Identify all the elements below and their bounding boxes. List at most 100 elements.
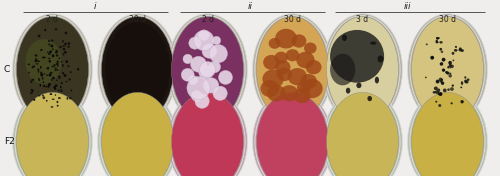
Ellipse shape [464,76,466,79]
Ellipse shape [322,14,402,125]
Ellipse shape [450,102,452,104]
Ellipse shape [292,34,306,48]
Ellipse shape [38,60,40,62]
Ellipse shape [48,86,49,88]
Ellipse shape [448,64,452,67]
Ellipse shape [268,38,280,49]
Ellipse shape [66,60,68,63]
Ellipse shape [300,74,317,89]
Ellipse shape [195,94,210,108]
Ellipse shape [46,67,49,70]
Ellipse shape [42,57,43,58]
Ellipse shape [70,89,72,92]
Ellipse shape [58,57,60,59]
Ellipse shape [105,22,170,117]
Ellipse shape [455,46,457,48]
Ellipse shape [213,86,228,100]
Ellipse shape [38,79,40,81]
Ellipse shape [40,84,41,87]
Ellipse shape [181,68,194,81]
Ellipse shape [58,90,59,91]
Ellipse shape [436,80,440,83]
Ellipse shape [274,52,288,64]
Ellipse shape [16,92,88,176]
Ellipse shape [69,97,72,99]
Ellipse shape [26,39,62,84]
Ellipse shape [450,67,451,68]
Ellipse shape [56,54,58,57]
Text: 30 d: 30 d [284,15,301,24]
Ellipse shape [54,86,56,89]
Ellipse shape [98,14,178,125]
Ellipse shape [60,82,63,84]
Ellipse shape [458,48,462,51]
Ellipse shape [62,64,64,67]
Text: 30 d: 30 d [129,15,146,24]
Ellipse shape [454,49,458,52]
Ellipse shape [183,54,192,64]
Ellipse shape [301,79,322,98]
Ellipse shape [48,74,51,76]
Ellipse shape [70,71,71,73]
Ellipse shape [188,76,198,85]
Ellipse shape [58,97,61,99]
Ellipse shape [459,47,462,50]
Ellipse shape [54,88,56,90]
Ellipse shape [438,104,442,107]
Ellipse shape [168,89,248,176]
Ellipse shape [50,45,53,47]
Ellipse shape [62,48,66,50]
Ellipse shape [54,94,56,96]
Ellipse shape [30,92,33,94]
Ellipse shape [452,84,454,87]
Ellipse shape [48,40,50,42]
Ellipse shape [48,44,50,45]
Ellipse shape [56,63,59,65]
Ellipse shape [440,80,442,83]
Ellipse shape [262,70,283,89]
Ellipse shape [50,74,51,76]
Ellipse shape [306,60,322,74]
Text: 2 d: 2 d [202,15,213,24]
Ellipse shape [28,64,30,65]
Ellipse shape [48,60,50,62]
Ellipse shape [172,17,244,122]
Text: 2 d: 2 d [46,15,58,24]
Ellipse shape [198,65,212,79]
Ellipse shape [408,89,488,176]
Ellipse shape [460,100,464,103]
Ellipse shape [200,61,216,78]
Ellipse shape [441,79,443,81]
Text: i: i [94,2,96,11]
Ellipse shape [64,74,66,76]
Ellipse shape [32,66,33,69]
Ellipse shape [277,67,292,81]
Ellipse shape [56,79,58,81]
Ellipse shape [34,54,36,57]
Ellipse shape [204,78,219,93]
Text: C: C [4,65,10,74]
Ellipse shape [446,71,448,73]
Ellipse shape [436,37,438,40]
Ellipse shape [198,30,209,40]
Ellipse shape [38,78,40,80]
Ellipse shape [436,101,438,103]
Ellipse shape [260,80,279,97]
Ellipse shape [68,78,71,81]
Ellipse shape [370,42,376,45]
Ellipse shape [52,77,55,79]
Ellipse shape [190,56,206,72]
Ellipse shape [189,37,201,49]
Ellipse shape [194,30,214,51]
Ellipse shape [54,67,57,70]
Ellipse shape [56,50,58,52]
Ellipse shape [54,64,56,67]
Ellipse shape [56,52,57,54]
Ellipse shape [436,37,440,39]
Ellipse shape [252,14,332,125]
Ellipse shape [58,76,60,77]
Ellipse shape [435,90,438,94]
Ellipse shape [438,78,442,82]
Ellipse shape [41,74,43,77]
Ellipse shape [58,77,61,79]
